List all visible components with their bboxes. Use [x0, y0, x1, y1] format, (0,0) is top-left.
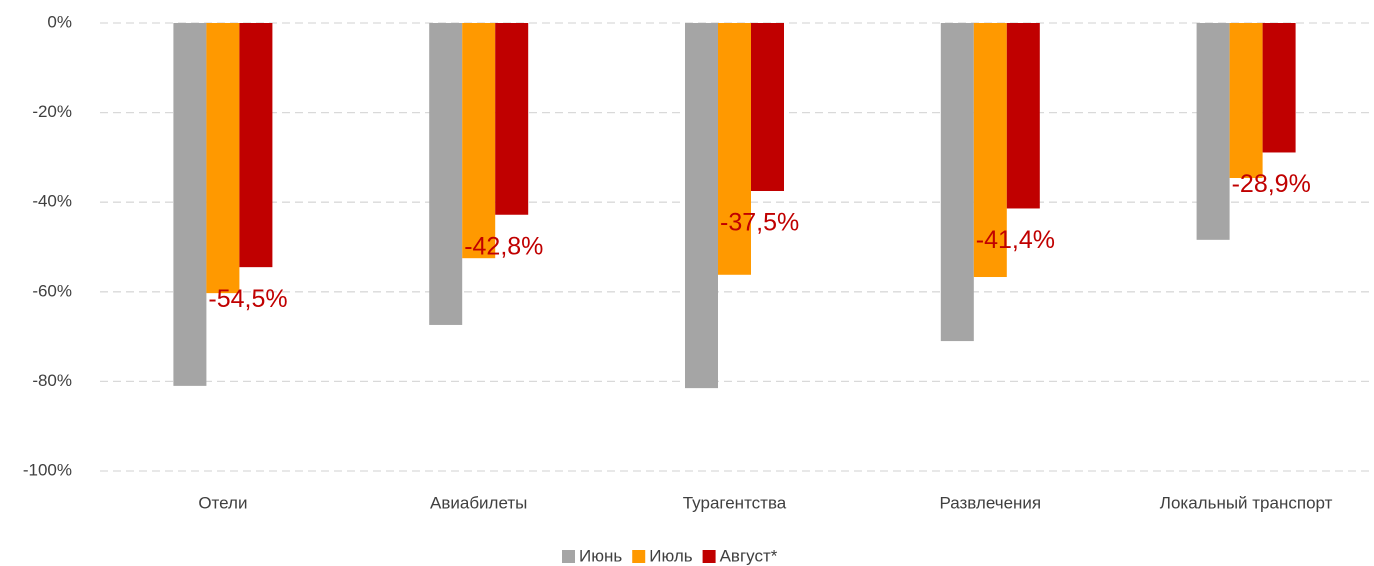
x-tick-label: Отели [198, 493, 247, 512]
legend-label: Июль [649, 546, 693, 565]
legend-swatch [562, 550, 575, 563]
x-tick-label: Локальный транспорт [1160, 493, 1333, 512]
bar [1006, 23, 1040, 209]
y-tick-label: 0% [47, 12, 72, 31]
legend-label: Июнь [579, 546, 622, 565]
legend-swatch [702, 550, 716, 563]
data-label: -54,5% [208, 285, 287, 313]
y-tick-label: -100% [23, 460, 72, 479]
data-label: -28,9% [1232, 170, 1311, 198]
y-tick-label: -40% [32, 192, 72, 211]
bar [973, 23, 1007, 278]
bar [1262, 23, 1296, 153]
legend-label: Август* [720, 546, 778, 565]
bar [1229, 23, 1263, 179]
bar [940, 23, 974, 342]
x-tick-label: Развлечения [939, 493, 1041, 512]
bar [718, 23, 751, 275]
x-tick-label: Турагентства [683, 493, 787, 512]
y-tick-label: -20% [32, 102, 72, 121]
bar [1196, 23, 1230, 240]
bar [462, 23, 496, 259]
bar [495, 23, 529, 215]
y-tick-label: -80% [32, 371, 72, 390]
data-label: -41,4% [976, 226, 1055, 254]
y-tick-label: -60% [32, 281, 72, 300]
bar [206, 23, 240, 294]
x-tick-label: Авиабилеты [430, 493, 527, 512]
bar [751, 23, 784, 191]
legend-swatch [632, 550, 646, 563]
bar [239, 23, 273, 268]
data-label: -37,5% [720, 209, 799, 237]
data-label: -42,8% [464, 232, 543, 260]
bar [429, 23, 463, 325]
bar [173, 23, 207, 386]
bar [685, 23, 718, 389]
